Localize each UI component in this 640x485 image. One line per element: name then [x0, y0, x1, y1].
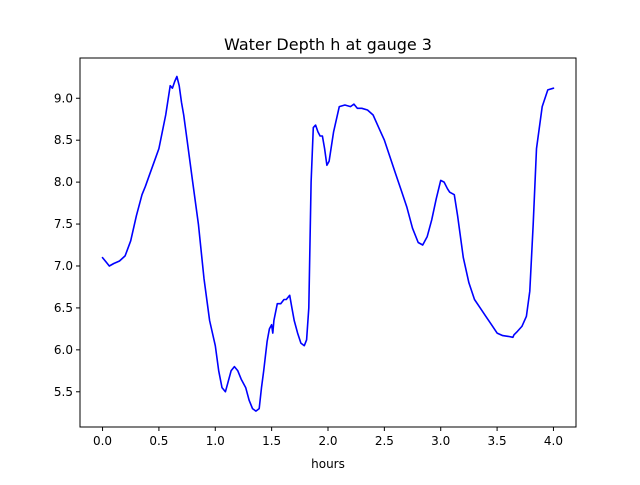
y-tick-label: 5.5: [54, 385, 73, 399]
chart-title: Water Depth h at gauge 3: [224, 35, 432, 54]
y-tick-label: 7.5: [54, 217, 73, 231]
y-tick-label: 8.5: [54, 133, 73, 147]
y-tick-label: 7.0: [54, 259, 73, 273]
x-tick-label: 4.0: [544, 434, 563, 448]
x-tick-label: 1.0: [206, 434, 225, 448]
series-line: [101, 75, 555, 412]
x-tick-label: 0.5: [149, 434, 168, 448]
x-tick-label: 0.0: [93, 434, 112, 448]
y-tick-label: 6.0: [54, 343, 73, 357]
x-tick-label: 1.5: [262, 434, 281, 448]
x-tick-label: 2.5: [375, 434, 394, 448]
y-tick-label: 8.0: [54, 175, 73, 189]
x-tick-label: 3.5: [488, 434, 507, 448]
x-axis-label: hours: [311, 457, 345, 471]
y-tick-label: 9.0: [54, 91, 73, 105]
x-tick-label: 2.0: [318, 434, 337, 448]
x-tick-label: 3.0: [431, 434, 450, 448]
y-tick-label: 6.5: [54, 301, 73, 315]
